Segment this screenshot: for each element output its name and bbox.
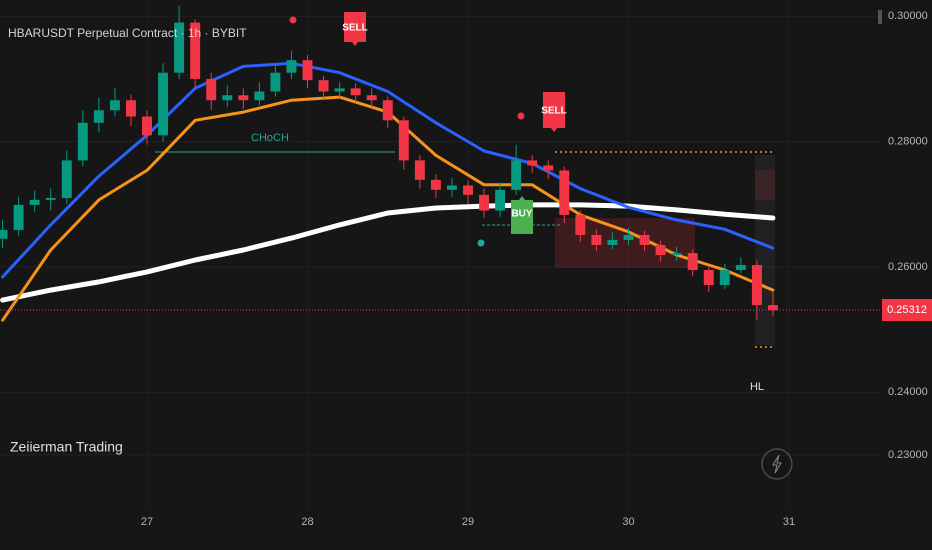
candle-body [735, 265, 746, 271]
candle-body [703, 270, 714, 286]
candle-body [158, 72, 169, 136]
chart-title: HBARUSDT Perpetual Contract · 1h · BYBIT [8, 26, 247, 40]
x-tick-label: 28 [301, 516, 313, 528]
candles [0, 5, 778, 321]
moving-average [1, 61, 775, 279]
candle-body [671, 253, 682, 255]
candle-body [687, 253, 698, 271]
candle-body [575, 214, 586, 235]
axis-handle [878, 10, 882, 24]
candle-body [655, 244, 666, 255]
candle-body [430, 179, 441, 190]
range-box-top [755, 170, 775, 200]
candle-body [125, 100, 136, 117]
sell-label: SELL [342, 23, 368, 34]
signal-dot [477, 239, 485, 247]
y-tick-label: 0.26000 [888, 261, 928, 273]
candle-body [190, 22, 201, 79]
candle-body [463, 185, 473, 195]
candle-body [607, 239, 618, 245]
y-tick-label: 0.30000 [888, 10, 928, 22]
candle-body [286, 60, 297, 73]
candle-body [639, 234, 650, 245]
candle-body [45, 197, 56, 200]
moving-average [0, 202, 776, 303]
price-axis [880, 0, 932, 510]
sell-box [543, 92, 565, 132]
lightning-icon [772, 454, 782, 474]
candle-body [719, 270, 730, 286]
candle-body [0, 229, 8, 239]
sell-label: SELL [541, 106, 567, 117]
sell-box [344, 12, 366, 46]
candle-body [334, 88, 345, 92]
signal-dot [517, 112, 525, 120]
candle-body [767, 305, 778, 311]
candle-body [142, 116, 152, 136]
candle-body [382, 100, 393, 121]
candle-body [398, 120, 409, 161]
x-tick-label: 29 [462, 516, 474, 528]
candle-body [318, 80, 329, 92]
choch-label: CHoCH [251, 132, 289, 144]
signal-dot [289, 16, 297, 24]
y-axis: 0.23000 0.24000 0.26000 0.28000 0.30000 [888, 10, 928, 461]
candle-body [414, 160, 425, 180]
candle-body [77, 122, 88, 161]
hl-label: HL [750, 381, 764, 393]
candle-body [61, 160, 72, 198]
y-tick-label: 0.28000 [888, 136, 928, 148]
candle-body [511, 160, 522, 190]
candle-body [109, 100, 120, 111]
candle-body [446, 185, 457, 190]
x-tick-label: 27 [141, 516, 153, 528]
x-axis: 27 28 29 30 31 [141, 516, 795, 528]
x-tick-label: 31 [783, 516, 795, 528]
buy-label: BUY [511, 209, 532, 220]
candle-body [238, 95, 249, 101]
x-tick-label: 30 [622, 516, 634, 528]
candle-body [479, 194, 490, 211]
candle-body [29, 199, 40, 205]
candle-body [543, 165, 554, 171]
candle-body [350, 88, 361, 96]
buy-box [511, 196, 533, 234]
candle-body [591, 234, 602, 245]
last-price-label: 0.25312 [887, 304, 927, 316]
candle-body [527, 160, 538, 166]
snapshot-button[interactable] [761, 448, 793, 480]
candle-body [174, 22, 185, 73]
y-tick-label: 0.24000 [888, 386, 928, 398]
candle-body [222, 95, 233, 101]
candle-body [623, 234, 634, 240]
candle-body [270, 72, 281, 92]
candle-body [751, 265, 762, 306]
candle-body [13, 204, 24, 230]
candle-body [302, 60, 313, 81]
y-tick-label: 0.23000 [888, 449, 928, 461]
candle-body [559, 170, 570, 215]
candle-body [93, 110, 104, 123]
candle-body [366, 95, 377, 101]
last-price-box [882, 299, 932, 322]
candle-body [254, 91, 265, 101]
candle-body [495, 189, 506, 211]
watermark: Zeiierman Trading [10, 439, 123, 455]
candle-body [206, 78, 217, 101]
